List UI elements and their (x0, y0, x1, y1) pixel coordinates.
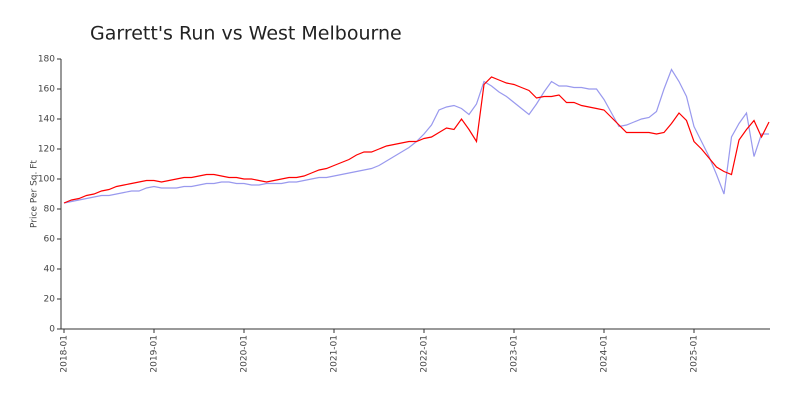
y-axis-label: Price Per Sq. Ft (30, 160, 40, 228)
series-line (63, 68, 769, 204)
x-tick-label: 2021-01 (330, 335, 340, 373)
y-tick-label: 120 (38, 145, 55, 155)
x-tick-label: 2020-01 (240, 335, 250, 373)
y-tick-label: 140 (38, 115, 55, 125)
y-tick-label: 160 (38, 85, 55, 95)
x-tick-label: 2022-01 (420, 335, 430, 373)
y-tick-label: 20 (44, 295, 56, 305)
x-tick-label: 2024-01 (600, 335, 610, 373)
x-tick-label: 2019-01 (150, 335, 160, 373)
x-tick-label: 2025-01 (690, 335, 700, 373)
series-line (63, 76, 770, 204)
y-tick-label: 0 (49, 325, 55, 335)
y-tick-label: 100 (38, 175, 55, 185)
x-tick-label: 2023-01 (510, 335, 520, 373)
y-tick-label: 60 (44, 235, 56, 245)
y-tick-label: 40 (44, 265, 56, 275)
y-tick-label: 80 (44, 205, 56, 215)
x-tick-label: 2018-01 (60, 335, 70, 373)
chart-title: Garrett's Run vs West Melbourne (90, 23, 402, 45)
y-tick-label: 180 (38, 55, 55, 65)
